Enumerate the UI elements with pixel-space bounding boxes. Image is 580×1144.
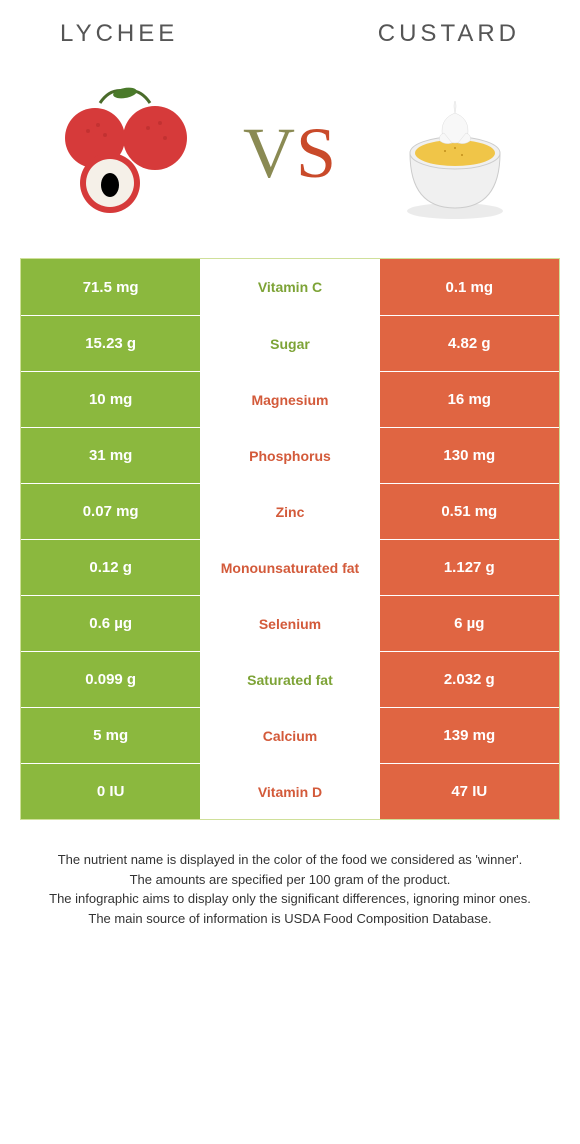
nutrient-label: Magnesium	[200, 372, 379, 427]
value-left: 0.6 µg	[21, 596, 200, 651]
value-right: 6 µg	[380, 596, 559, 651]
table-row: 0 IUVitamin D47 IU	[21, 763, 559, 819]
table-row: 0.6 µgSelenium6 µg	[21, 595, 559, 651]
vs-v: V	[243, 113, 296, 193]
footer: The nutrient name is displayed in the co…	[0, 820, 580, 928]
value-left: 10 mg	[21, 372, 200, 427]
value-right: 0.51 mg	[380, 484, 559, 539]
table-row: 71.5 mgVitamin C0.1 mg	[21, 259, 559, 315]
table-row: 31 mgPhosphorus130 mg	[21, 427, 559, 483]
value-right: 47 IU	[380, 764, 559, 819]
value-right: 130 mg	[380, 428, 559, 483]
vs-s: S	[296, 113, 337, 193]
image-row: VS	[0, 58, 580, 258]
value-left: 71.5 mg	[21, 259, 200, 315]
footer-line: The main source of information is USDA F…	[35, 909, 545, 929]
table-row: 15.23 gSugar4.82 g	[21, 315, 559, 371]
value-right: 139 mg	[380, 708, 559, 763]
nutrient-label: Phosphorus	[200, 428, 379, 483]
table-row: 10 mgMagnesium16 mg	[21, 371, 559, 427]
value-left: 15.23 g	[21, 316, 200, 371]
footer-line: The nutrient name is displayed in the co…	[35, 850, 545, 870]
title-left: Lychee	[60, 20, 178, 48]
header: Lychee Custard	[0, 0, 580, 58]
value-left: 0.07 mg	[21, 484, 200, 539]
table-row: 0.099 gSaturated fat2.032 g	[21, 651, 559, 707]
value-left: 0 IU	[21, 764, 200, 819]
value-right: 16 mg	[380, 372, 559, 427]
value-right: 1.127 g	[380, 540, 559, 595]
footer-line: The infographic aims to display only the…	[35, 889, 545, 909]
title-right: Custard	[378, 20, 520, 48]
value-right: 4.82 g	[380, 316, 559, 371]
value-left: 0.099 g	[21, 652, 200, 707]
nutrient-label: Monounsaturated fat	[200, 540, 379, 595]
table-row: 0.07 mgZinc0.51 mg	[21, 483, 559, 539]
nutrient-table: 71.5 mgVitamin C0.1 mg15.23 gSugar4.82 g…	[20, 258, 560, 820]
value-left: 5 mg	[21, 708, 200, 763]
vs-label: VS	[243, 112, 337, 195]
nutrient-label: Saturated fat	[200, 652, 379, 707]
nutrient-label: Sugar	[200, 316, 379, 371]
lychee-image	[50, 83, 200, 223]
value-left: 31 mg	[21, 428, 200, 483]
custard-image	[380, 83, 530, 223]
value-left: 0.12 g	[21, 540, 200, 595]
value-right: 2.032 g	[380, 652, 559, 707]
nutrient-label: Calcium	[200, 708, 379, 763]
nutrient-label: Vitamin C	[200, 259, 379, 315]
value-right: 0.1 mg	[380, 259, 559, 315]
nutrient-label: Selenium	[200, 596, 379, 651]
nutrient-label: Vitamin D	[200, 764, 379, 819]
nutrient-label: Zinc	[200, 484, 379, 539]
table-row: 0.12 gMonounsaturated fat1.127 g	[21, 539, 559, 595]
footer-line: The amounts are specified per 100 gram o…	[35, 870, 545, 890]
table-row: 5 mgCalcium139 mg	[21, 707, 559, 763]
